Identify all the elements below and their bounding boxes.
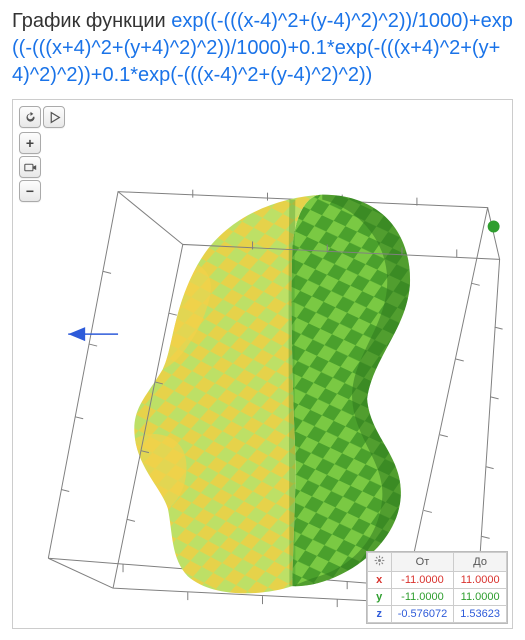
range-row-x[interactable]: x -11.0000 11.0000 <box>367 572 506 589</box>
plot-toolbar: + − <box>19 106 65 202</box>
page-title: График функции exp((-(((x-4)^2+(y-4)^2)^… <box>0 0 525 95</box>
title-label: График функции <box>12 10 171 32</box>
y-axis-arrow <box>488 221 500 233</box>
gear-icon[interactable] <box>367 553 391 572</box>
camera-button[interactable] <box>19 156 41 178</box>
play-button[interactable] <box>43 106 65 128</box>
axis-label-x: x <box>367 572 391 589</box>
surface <box>134 195 410 594</box>
plot-frame: + − <box>12 99 513 629</box>
axis-label-y: y <box>367 589 391 606</box>
zoom-out-button[interactable]: − <box>19 180 41 202</box>
col-to: До <box>454 553 507 572</box>
range-panel: От До x -11.0000 11.0000 y -11.0000 11.0… <box>366 551 508 624</box>
reset-view-button[interactable] <box>19 106 41 128</box>
col-from: От <box>391 553 454 572</box>
z-axis-arrow <box>68 327 118 341</box>
zoom-in-button[interactable]: + <box>19 132 41 154</box>
range-row-z[interactable]: z -0.576072 1.53623 <box>367 606 506 623</box>
range-row-y[interactable]: y -11.0000 11.0000 <box>367 589 506 606</box>
axis-label-z: z <box>367 606 391 623</box>
plot-canvas[interactable] <box>13 100 512 628</box>
